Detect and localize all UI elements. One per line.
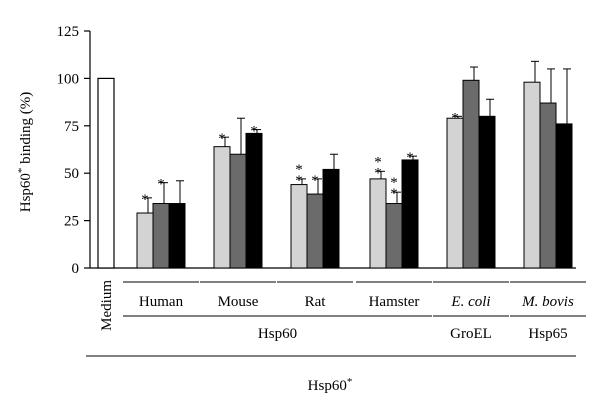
group-label: Human	[139, 294, 184, 310]
y-tick-label: 100	[57, 71, 80, 87]
svg-text:Hsp60*: Hsp60*	[308, 376, 353, 394]
bar	[385, 203, 403, 269]
family-label: GroEL	[450, 326, 492, 342]
bar	[213, 146, 231, 269]
x-axis-title-main: Hsp60	[308, 378, 347, 394]
y-axis-title-main: Hsp60	[18, 173, 34, 212]
significance-marker: *	[311, 173, 319, 189]
x-labels: Medium Human Mouse Rat Hamster E. coli M. bovi…	[86, 280, 586, 357]
family-label: Hsp60	[258, 326, 297, 342]
x-axis-title: Hsp60*	[308, 376, 353, 394]
significance-marker: *	[390, 186, 398, 202]
x-axis-title-sup: *	[347, 376, 353, 388]
y-tick-label: 125	[57, 24, 80, 40]
medium-label: Medium	[99, 280, 115, 331]
significance-marker: *	[295, 173, 303, 189]
y-axis-title: Hsp60* binding (%)	[16, 92, 34, 213]
significance-marker: *	[390, 175, 398, 191]
bar	[136, 212, 154, 269]
y-tick-label: 0	[72, 261, 80, 277]
y-axis-title-sup: *	[16, 168, 28, 174]
bar	[290, 184, 308, 269]
bar	[555, 123, 573, 269]
bar	[478, 115, 496, 269]
family-label: Hsp65	[528, 326, 567, 342]
group-label: Mouse	[218, 294, 259, 310]
significance-marker: *	[451, 110, 459, 126]
significance-marker: *	[295, 162, 303, 178]
significance-marker: *	[374, 165, 382, 181]
bar	[168, 203, 186, 269]
svg-text:Hsp60* binding (%): Hsp60* binding (%)	[16, 92, 34, 213]
bars: *** **** ******	[97, 60, 573, 269]
significance-marker: *	[374, 154, 382, 170]
group-label: Rat	[305, 294, 327, 310]
group-label: Hamster	[369, 294, 420, 310]
significance-marker: *	[157, 177, 165, 193]
bar	[229, 153, 247, 269]
bar	[401, 159, 419, 269]
group-label: M. bovis	[521, 294, 574, 310]
bar	[306, 193, 324, 269]
significance-marker: *	[406, 150, 414, 166]
group-label: E. coli	[450, 294, 490, 310]
bar	[523, 81, 541, 269]
bar-medium	[97, 77, 115, 269]
y-tick-label: 25	[64, 214, 79, 230]
bar	[462, 79, 480, 269]
y-tick-label: 50	[64, 166, 79, 182]
bar	[152, 203, 170, 269]
bar	[369, 178, 387, 269]
significance-marker: *	[218, 131, 226, 147]
bar	[539, 102, 557, 269]
bar	[322, 168, 340, 269]
bar	[245, 132, 263, 269]
y-tick-label: 75	[64, 119, 79, 135]
significance-marker: *	[250, 124, 258, 140]
y-axis-title-rest: binding (%)	[18, 92, 34, 168]
bar	[446, 117, 464, 269]
significance-marker: *	[141, 192, 149, 208]
